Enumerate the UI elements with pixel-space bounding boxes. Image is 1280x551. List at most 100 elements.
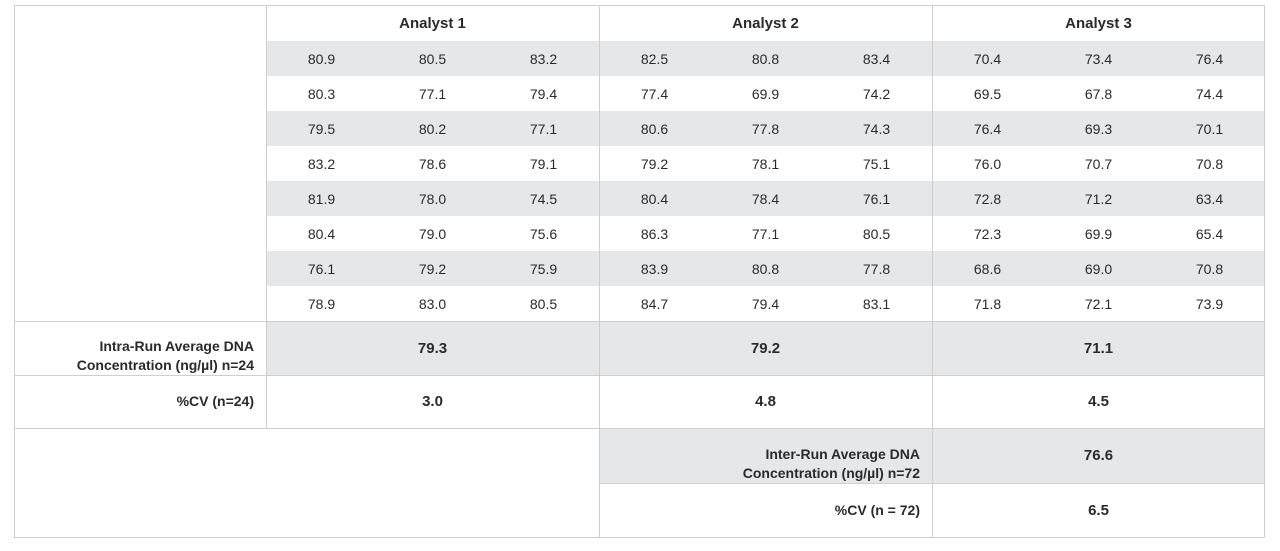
data-cell: 63.4 [1195,190,1224,207]
cv-value: 4.8 [755,393,776,410]
inter-cv-value: 6.5 [1088,501,1109,519]
data-cell: 75.9 [529,260,558,277]
data-cell: 70.7 [1084,155,1113,172]
divider [14,321,1264,322]
data-cell: 78.1 [751,155,780,172]
data-cell: 71.2 [1084,190,1113,207]
data-cell: 76.0 [973,155,1002,172]
intra-run-average: 79.2 [599,321,932,375]
intra-run-label: Intra-Run Average DNA Concentration (ng/µ… [14,321,266,375]
data-cell: 80.5 [862,225,891,242]
divider [14,428,1264,429]
data-cell: 73.9 [1195,295,1224,312]
row-background [266,251,1264,286]
divider [14,5,1264,6]
data-cell: 83.0 [418,295,447,312]
data-cell: 70.8 [1195,155,1224,172]
data-cell: 74.2 [862,85,891,102]
data-cell: 69.9 [751,85,780,102]
data-cell: 83.2 [307,155,336,172]
label-line: Inter-Run Average DNA [765,446,920,462]
data-cell: 74.3 [862,120,891,137]
data-cell: 76.1 [307,260,336,277]
data-cell: 86.3 [640,225,669,242]
data-cell: 77.8 [862,260,891,277]
data-cell: 69.9 [1084,225,1113,242]
data-cell: 82.5 [640,50,669,67]
cv-label: %CV (n=24) [176,393,254,409]
data-cell: 80.4 [307,225,336,242]
data-cell: 78.4 [751,190,780,207]
label-line: Concentration (ng/µl) n=24 [76,357,254,373]
data-cell: 74.5 [529,190,558,207]
data-cell: 69.5 [973,85,1002,102]
analyst-header: Analyst 1 [399,14,466,32]
analyst-header: Analyst 3 [1065,14,1132,32]
data-cell: 83.1 [862,295,891,312]
data-cell: 70.1 [1195,120,1224,137]
data-cell: 78.0 [418,190,447,207]
data-cell: 79.2 [418,260,447,277]
inter-run-average: 76.6 [932,428,1265,483]
data-cell: 77.8 [751,120,780,137]
data-cell: 80.2 [418,120,447,137]
data-cell: 79.5 [307,120,336,137]
divider [266,5,267,428]
divider [932,5,933,537]
data-cell: 73.4 [1084,50,1113,67]
data-cell: 83.4 [862,50,891,67]
intra-run-average: 71.1 [932,321,1265,375]
divider [14,5,15,537]
data-cell: 79.1 [529,155,558,172]
data-cell: 69.0 [1084,260,1113,277]
cv-value: 3.0 [422,393,443,410]
data-cell: 80.5 [529,295,558,312]
data-cell: 72.3 [973,225,1002,242]
data-cell: 78.9 [307,295,336,312]
data-cell: 81.9 [307,190,336,207]
data-cell: 71.8 [973,295,1002,312]
data-cell: 80.8 [751,260,780,277]
data-cell: 80.9 [307,50,336,67]
data-cell: 80.4 [640,190,669,207]
data-cell: 83.2 [529,50,558,67]
divider [14,375,1264,376]
data-cell: 67.8 [1084,85,1113,102]
data-cell: 72.8 [973,190,1002,207]
data-cell: 80.6 [640,120,669,137]
data-cell: 76.4 [973,120,1002,137]
data-cell: 79.2 [640,155,669,172]
row-background [266,41,1264,76]
data-cell: 77.1 [529,120,558,137]
data-cell: 78.6 [418,155,447,172]
data-cell: 72.1 [1084,295,1113,312]
cv-value: 4.5 [1088,393,1109,410]
data-cell: 79.4 [529,85,558,102]
data-cell: 77.1 [751,225,780,242]
data-cell: 75.6 [529,225,558,242]
inter-cv-label: %CV (n = 72) [834,501,920,518]
row-background [266,181,1264,216]
data-cell: 74.4 [1195,85,1224,102]
data-cell: 79.0 [418,225,447,242]
data-cell: 70.4 [973,50,1002,67]
row-background [266,111,1264,146]
data-cell: 75.1 [862,155,891,172]
data-cell: 76.1 [862,190,891,207]
data-cell: 69.3 [1084,120,1113,137]
data-cell: 77.4 [640,85,669,102]
inter-run-label: Inter-Run Average DNA Concentration (ng/µ… [599,428,932,483]
label-line: Intra-Run Average DNA [99,338,254,354]
data-cell: 77.1 [418,85,447,102]
data-cell: 84.7 [640,295,669,312]
data-cell: 80.3 [307,85,336,102]
data-cell: 76.4 [1195,50,1224,67]
data-cell: 65.4 [1195,225,1224,242]
divider [14,537,1265,538]
divider [1264,5,1265,537]
data-cell: 70.8 [1195,260,1224,277]
data-cell: 79.4 [751,295,780,312]
label-line: Concentration (ng/µl) n=72 [742,465,920,481]
data-cell: 83.9 [640,260,669,277]
data-cell: 80.8 [751,50,780,67]
